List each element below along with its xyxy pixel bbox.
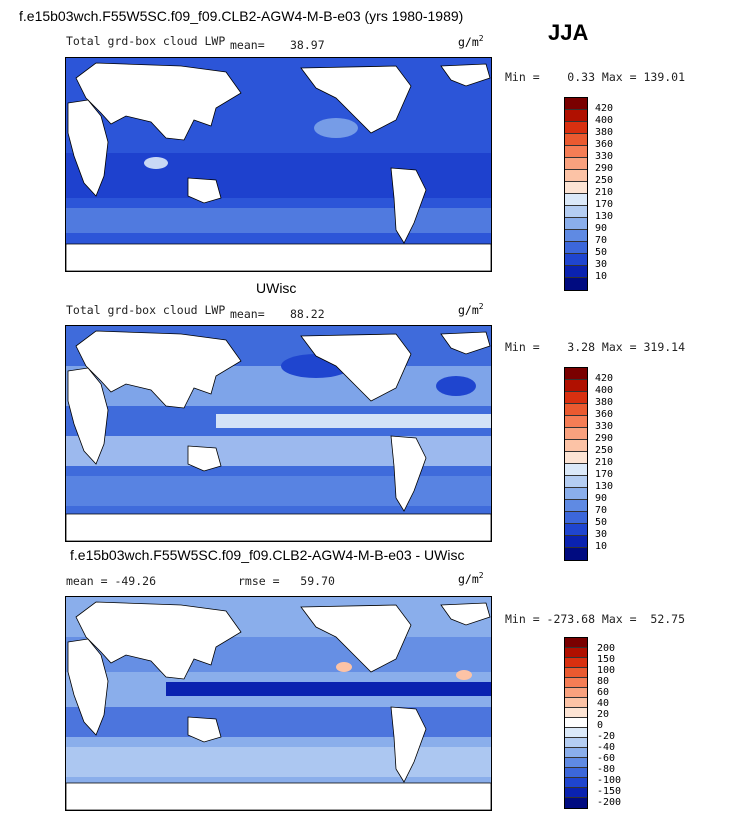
figure-title: f.e15b03wch.F55W5SC.f09_f09.CLB2-AGW4-M-…	[19, 8, 464, 24]
panel2-cbar-label: 30	[595, 529, 608, 540]
panel1-map-svg	[66, 58, 491, 271]
panel2-cbar-label: 420	[595, 373, 614, 384]
panel2-cbar-label: 360	[595, 409, 614, 420]
panel2-map-svg	[66, 326, 491, 541]
panel2-cbar-label: 70	[595, 505, 608, 516]
panel1-cbar-label: 130	[595, 211, 614, 222]
panel1-cbar-label: 380	[595, 127, 614, 138]
panel1-cbar-label: 90	[595, 223, 608, 234]
panel3-cbar-label: 100	[597, 665, 616, 676]
panel1-cbar-label: 290	[595, 163, 614, 174]
panel3-cbar-label: 0	[597, 720, 604, 731]
panel1-cbar-label: 250	[595, 175, 614, 186]
panel1-minmax: Min = 0.33 Max = 139.01	[505, 70, 686, 84]
panel1-map	[65, 57, 492, 272]
panel1-colorbar	[564, 97, 588, 291]
panel2-map	[65, 325, 492, 542]
panel3-heading: f.e15b03wch.F55W5SC.f09_f09.CLB2-AGW4-M-…	[70, 547, 465, 563]
panel2-mean-label: mean=	[230, 307, 265, 321]
panel1-cbar-label: 70	[595, 235, 608, 246]
panel3-cbar-label: -40	[597, 742, 616, 753]
panel3-cbar-label: -100	[597, 775, 622, 786]
panel3-colorbar	[564, 637, 588, 809]
panel3-cbar-label: -80	[597, 764, 616, 775]
panel2-unit: g/m2	[458, 302, 484, 317]
panel2-cbar-label: 290	[595, 433, 614, 444]
panel1-cbar-label: 10	[595, 271, 608, 282]
panel3-map-svg	[66, 597, 491, 810]
panel3-cbar-label: 150	[597, 654, 616, 665]
panel2-cbar-label: 400	[595, 385, 614, 396]
panel1-cbar-label: 360	[595, 139, 614, 150]
panel2-cbar-label: 10	[595, 541, 608, 552]
panel2-cbar-label: 210	[595, 457, 614, 468]
panel3-mean: mean = -49.26	[66, 574, 157, 588]
panel3-cbar-label: -60	[597, 753, 616, 764]
panel3-unit: g/m2	[458, 571, 484, 586]
panel2-cbar-label: 170	[595, 469, 614, 480]
panel2-cbar-label: 50	[595, 517, 608, 528]
panel3-cbar-label: -150	[597, 786, 622, 797]
panel3-cbar-label: 60	[597, 687, 610, 698]
panel2-cbar-label: 130	[595, 481, 614, 492]
panel2-colorbar	[564, 367, 588, 561]
panel1-cbar-label: 420	[595, 103, 614, 114]
panel1-mean-label: mean=	[230, 38, 265, 52]
panel2-field-label: Total grd-box cloud LWP	[66, 303, 226, 317]
panel1-cbar-label: 210	[595, 187, 614, 198]
panel1-unit: g/m2	[458, 34, 484, 49]
panel1-field-label: Total grd-box cloud LWP	[66, 34, 226, 48]
panel3-cbar-label: -200	[597, 797, 622, 808]
season-label: JJA	[548, 20, 589, 45]
panel3-minmax: Min = -273.68 Max = 52.75	[505, 612, 686, 626]
panel3-map	[65, 596, 492, 811]
panel2-heading: UWisc	[256, 280, 297, 296]
panel2-mean-value: 88.22	[290, 307, 325, 321]
panel1-cbar-label: 400	[595, 115, 614, 126]
panel2-cbar-label: 90	[595, 493, 608, 504]
panel3-cbar-label: 200	[597, 643, 616, 654]
panel1-cbar-label: 330	[595, 151, 614, 162]
panel1-cbar-label: 30	[595, 259, 608, 270]
panel2-minmax: Min = 3.28 Max = 319.14	[505, 340, 686, 354]
panel2-cbar-label: 330	[595, 421, 614, 432]
panel1-cbar-label: 50	[595, 247, 608, 258]
panel3-cbar-label: 20	[597, 709, 610, 720]
panel3-cbar-label: 80	[597, 676, 610, 687]
panel1-mean-value: 38.97	[290, 38, 325, 52]
panel3-cbar-label: -20	[597, 731, 616, 742]
panel2-cbar-label: 380	[595, 397, 614, 408]
panel1-cbar-label: 170	[595, 199, 614, 210]
panel2-cbar-label: 250	[595, 445, 614, 456]
panel3-cbar-label: 40	[597, 698, 610, 709]
panel3-rmse: rmse = 59.70	[238, 574, 335, 588]
